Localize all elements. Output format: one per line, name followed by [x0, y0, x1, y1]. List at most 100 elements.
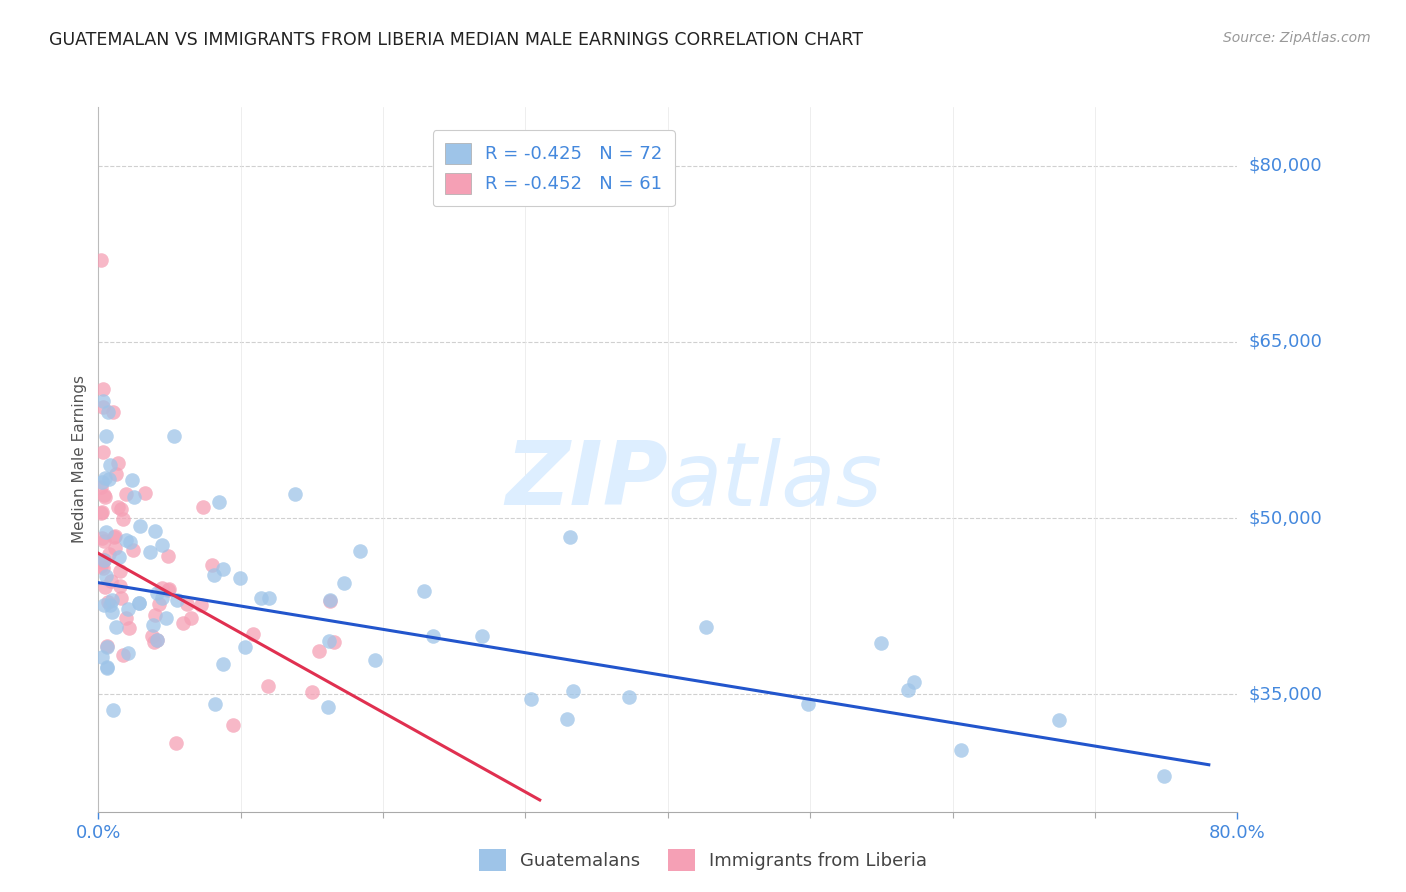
Point [349, 544, 371, 558]
Point [143, 524, 166, 538]
Text: $80,000: $80,000 [1249, 157, 1322, 175]
Point [165, 736, 187, 750]
Point [117, 646, 139, 660]
Point [319, 594, 342, 608]
Point [96, 660, 118, 674]
Point [202, 568, 225, 582]
Point [108, 564, 131, 578]
Point [97, 595, 120, 609]
Point [201, 558, 224, 572]
Point [897, 683, 920, 698]
Point [301, 685, 323, 699]
Point [108, 549, 131, 564]
Point [176, 597, 198, 611]
Point [143, 635, 166, 649]
Point [107, 500, 129, 515]
Point [233, 640, 256, 654]
Point [122, 490, 145, 504]
Point [91, 382, 114, 396]
Point [150, 591, 173, 606]
Point [250, 591, 273, 606]
Point [180, 611, 202, 625]
Point [308, 644, 330, 658]
Point [150, 538, 173, 552]
Legend: R = -0.425   N = 72, R = -0.452   N = 61: R = -0.425 N = 72, R = -0.452 N = 61 [433, 130, 675, 206]
Point [108, 579, 131, 593]
Point [103, 703, 125, 717]
Text: atlas: atlas [668, 437, 883, 524]
Point [98, 472, 121, 486]
Point [212, 562, 235, 576]
Point [91, 475, 114, 489]
Point [94, 491, 117, 505]
Point [93, 534, 115, 549]
Point [96, 661, 118, 675]
Point [150, 581, 173, 595]
Point [555, 712, 578, 726]
Point [93, 598, 115, 612]
Legend: Guatemalans, Immigrants from Liberia: Guatemalans, Immigrants from Liberia [471, 842, 935, 879]
Point [1047, 713, 1070, 727]
Point [93, 471, 115, 485]
Point [90, 559, 112, 574]
Point [98, 458, 121, 472]
Point [128, 596, 150, 610]
Point [950, 742, 973, 756]
Point [101, 605, 124, 619]
Point [107, 456, 129, 470]
Point [104, 528, 127, 542]
Point [191, 500, 214, 515]
Point [222, 718, 245, 732]
Text: Source: ZipAtlas.com: Source: ZipAtlas.com [1223, 31, 1371, 45]
Point [122, 542, 145, 557]
Point [94, 569, 117, 583]
Point [90, 252, 112, 267]
Point [121, 474, 143, 488]
Point [322, 635, 344, 649]
Point [319, 592, 342, 607]
Point [166, 592, 188, 607]
Point [128, 519, 150, 533]
Y-axis label: Median Male Earnings: Median Male Earnings [72, 376, 87, 543]
Point [98, 547, 121, 561]
Point [128, 596, 150, 610]
Point [146, 586, 169, 600]
Point [96, 640, 118, 654]
Point [103, 530, 125, 544]
Point [134, 486, 156, 500]
Point [148, 598, 170, 612]
Point [94, 580, 117, 594]
Point [91, 561, 114, 575]
Point [101, 405, 124, 419]
Point [146, 633, 169, 648]
Point [903, 675, 925, 690]
Point [797, 698, 820, 712]
Point [143, 608, 166, 623]
Point [284, 487, 307, 501]
Point [155, 611, 177, 625]
Point [93, 553, 115, 567]
Point [870, 636, 893, 650]
Point [142, 618, 165, 632]
Text: $50,000: $50,000 [1249, 509, 1322, 527]
Point [90, 531, 112, 545]
Point [90, 506, 112, 520]
Point [96, 639, 118, 653]
Point [115, 533, 138, 547]
Point [100, 592, 122, 607]
Point [1153, 769, 1175, 784]
Point [93, 400, 115, 414]
Point [242, 627, 264, 641]
Point [90, 480, 112, 494]
Point [139, 545, 162, 559]
Point [695, 620, 717, 634]
Point [259, 591, 281, 605]
Point [412, 584, 434, 599]
Point [471, 629, 494, 643]
Point [172, 616, 194, 631]
Point [93, 488, 115, 502]
Point [520, 692, 543, 706]
Point [145, 632, 167, 647]
Point [91, 393, 114, 408]
Point [157, 582, 180, 597]
